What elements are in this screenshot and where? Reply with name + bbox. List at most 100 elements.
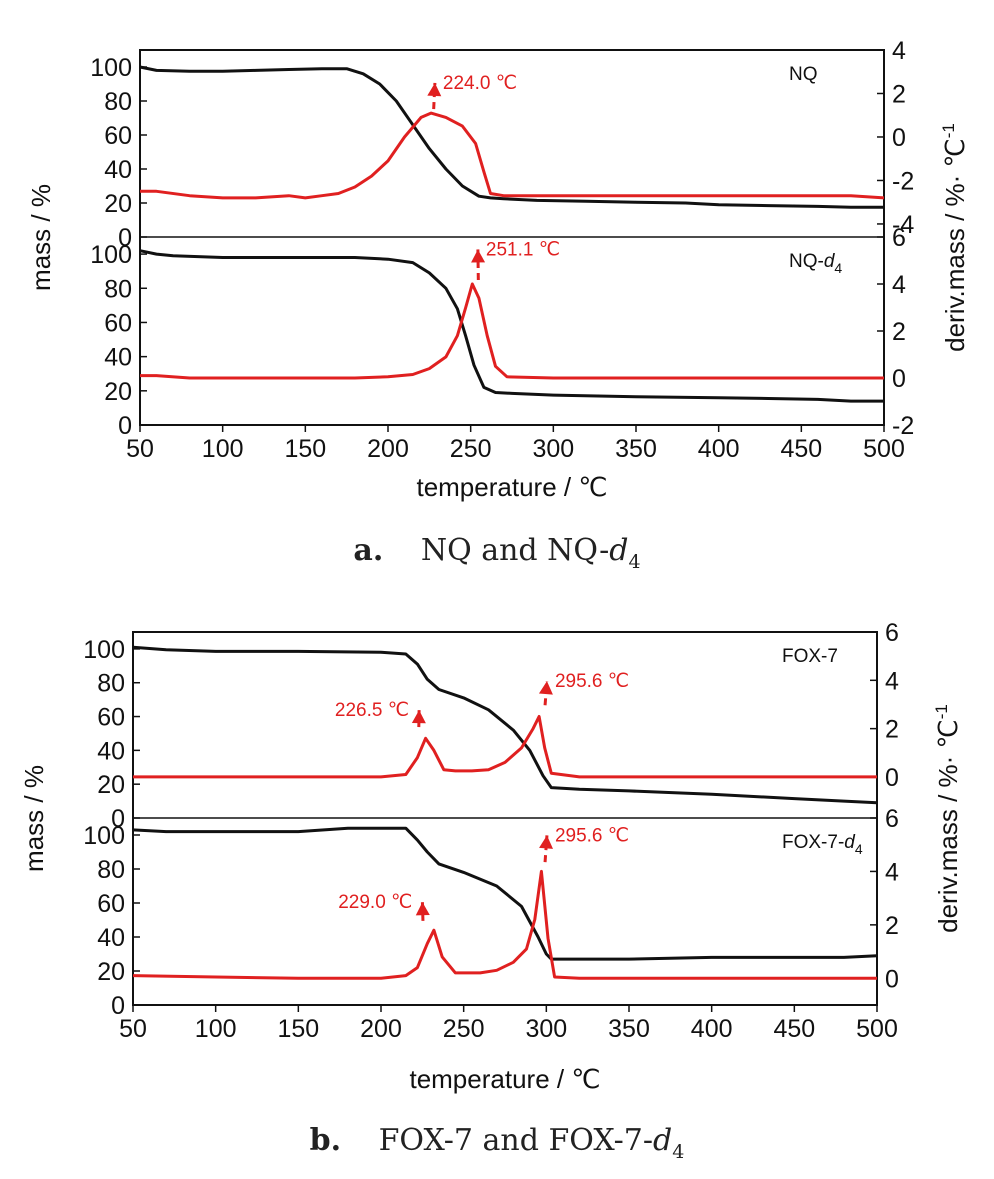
caption-a-letter: a. bbox=[353, 533, 383, 568]
y-left-tick-label: 60 bbox=[97, 704, 125, 732]
panel-name: FOX-7 bbox=[782, 646, 838, 667]
chart-a: 50 100 150 200 250 300 350 400 450 500temperature… bbox=[26, 37, 970, 502]
x-tick-label: 100 bbox=[195, 1015, 237, 1043]
y-left-tick-label: 0 bbox=[118, 412, 132, 440]
peak-arrow-line bbox=[432, 82, 437, 110]
svg-text:b. FOX-7 and FOX-7-d4: b. FOX-7 and FOX-7-d4 bbox=[310, 1123, 685, 1163]
y-left-tick-label: 60 bbox=[97, 890, 125, 918]
peak-label: 295.6 ℃ bbox=[555, 671, 629, 692]
y-left-tick-label: 100 bbox=[83, 636, 125, 664]
y-right-tick-label: 2 bbox=[892, 80, 906, 108]
y-left-tick-label: 0 bbox=[111, 992, 125, 1020]
y-right-tick-label: 6 bbox=[885, 805, 899, 833]
y-left-tick-label: 40 bbox=[97, 737, 125, 765]
y-left-tick-label: 20 bbox=[97, 958, 125, 986]
peak-arrow-head bbox=[427, 82, 442, 97]
peak-arrow-head bbox=[539, 835, 554, 849]
y-left-tick-label: 20 bbox=[104, 190, 132, 218]
peak-label: 224.0 ℃ bbox=[443, 73, 517, 94]
mass-curve bbox=[139, 249, 884, 403]
peak-label: 229.0 ℃ bbox=[338, 892, 412, 913]
deriv-curve bbox=[132, 869, 877, 980]
x-tick-label: 400 bbox=[691, 1015, 733, 1043]
y-right-tick-label: 2 bbox=[885, 716, 899, 744]
x-tick-label: 200 bbox=[360, 1015, 402, 1043]
y-right-tick-label: -2 bbox=[892, 412, 914, 440]
x-tick-label: 50 bbox=[119, 1015, 147, 1043]
x-tick-label: 150 bbox=[284, 435, 326, 463]
y-right-tick-label: -4 bbox=[892, 211, 914, 239]
y-left-tick-label: 80 bbox=[104, 275, 132, 303]
caption-a-text: NQ and NQ- bbox=[421, 533, 609, 568]
y-right-tick-label: 0 bbox=[885, 965, 899, 993]
y-left-tick-label: 80 bbox=[104, 88, 132, 116]
y-left-tick-label: 80 bbox=[97, 856, 125, 884]
x-axis-label: temperature / ℃ bbox=[409, 1064, 600, 1094]
peak-arrow-line bbox=[543, 835, 549, 863]
x-tick-label: 300 bbox=[532, 435, 574, 463]
x-tick-label: 500 bbox=[856, 1015, 898, 1043]
y-left-tick-label: 20 bbox=[97, 771, 125, 799]
deriv-curve bbox=[133, 715, 877, 779]
y-right-tick-label: 4 bbox=[892, 37, 906, 65]
peak-arrow-head bbox=[415, 902, 430, 916]
x-tick-label: 500 bbox=[863, 435, 905, 463]
svg-text:a. NQ and NQ-d4: a. NQ and NQ-d4 bbox=[353, 533, 640, 573]
y-axis-left-label: mass / % bbox=[19, 765, 49, 872]
y-left-tick-label: 80 bbox=[97, 670, 125, 698]
y-left-tick-label: 40 bbox=[104, 344, 132, 372]
y-left-tick-label: 40 bbox=[104, 156, 132, 184]
y-right-tick-label: -2 bbox=[892, 167, 914, 195]
x-tick-label: 300 bbox=[525, 1015, 567, 1043]
y-left-tick-label: 20 bbox=[104, 378, 132, 406]
y-right-tick-label: 0 bbox=[892, 365, 906, 393]
caption-a-sub: 4 bbox=[628, 551, 640, 573]
x-tick-label: 100 bbox=[202, 435, 244, 463]
deriv-curve bbox=[140, 111, 885, 200]
y-right-tick-label: 6 bbox=[892, 224, 906, 252]
y-right-tick-label: 6 bbox=[885, 619, 899, 647]
y-right-tick-label: 4 bbox=[885, 858, 899, 886]
peak-arrow-head bbox=[471, 249, 486, 263]
panel-name: NQ-d4 bbox=[789, 251, 842, 276]
x-tick-label: 250 bbox=[443, 1015, 485, 1043]
deriv-curve bbox=[140, 282, 884, 380]
caption-b: b. FOX-7 and FOX-7-d4 bbox=[310, 1123, 685, 1163]
y-axis-right-label: deriv.mass / %· ℃-1 bbox=[939, 123, 970, 352]
y-right-tick-label: 2 bbox=[885, 912, 899, 940]
mass-curve bbox=[139, 65, 884, 209]
caption-a: a. NQ and NQ-d4 bbox=[353, 533, 640, 573]
y-left-tick-label: 100 bbox=[90, 54, 132, 82]
mass-curve bbox=[132, 826, 878, 961]
mass-curve bbox=[132, 645, 878, 805]
x-axis-label: temperature / ℃ bbox=[416, 472, 607, 502]
y-left-tick-label: 100 bbox=[90, 241, 132, 269]
x-tick-label: 250 bbox=[450, 435, 492, 463]
x-tick-label: 150 bbox=[277, 1015, 319, 1043]
chart-b: 50 100 150 200 250 300 350 400 450 500temperature… bbox=[19, 619, 963, 1094]
y-right-tick-label: 0 bbox=[892, 124, 906, 152]
peak-label: 251.1 ℃ bbox=[486, 239, 560, 260]
peak-arrow-head bbox=[538, 681, 553, 695]
y-left-tick-label: 60 bbox=[104, 122, 132, 150]
y-left-tick-label: 0 bbox=[118, 224, 132, 252]
x-tick-label: 450 bbox=[780, 435, 822, 463]
y-left-tick-label: 100 bbox=[83, 822, 125, 850]
caption-b-letter: b. bbox=[310, 1123, 341, 1158]
panel-name: FOX-7-d4 bbox=[782, 832, 863, 857]
y-left-tick-label: 60 bbox=[104, 309, 132, 337]
peak-arrow-head bbox=[411, 710, 426, 724]
x-tick-label: 350 bbox=[615, 435, 657, 463]
caption-b-text: FOX-7 and FOX-7- bbox=[379, 1123, 653, 1158]
y-right-tick-label: 4 bbox=[885, 667, 899, 695]
caption-b-italic: d bbox=[653, 1123, 672, 1158]
y-axis-right-label: deriv.mass / %· ℃-1 bbox=[932, 704, 963, 933]
panel-top: 0 20 40 60 80 100 -4 -2 0 2 4 NQ 224.0 ℃ bbox=[90, 37, 914, 252]
y-left-tick-label: 0 bbox=[111, 805, 125, 833]
caption-a-italic: d bbox=[609, 533, 628, 568]
y-axis-left-label: mass / % bbox=[26, 184, 56, 291]
y-left-tick-label: 40 bbox=[97, 924, 125, 952]
y-right-tick-label: 2 bbox=[892, 318, 906, 346]
